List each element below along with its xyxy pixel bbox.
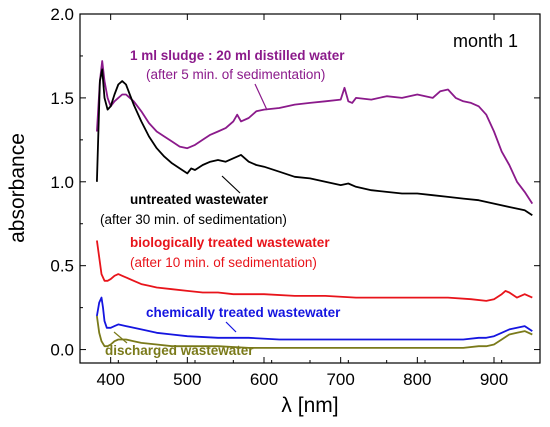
series-line-0 <box>96 60 534 205</box>
chart-title: month 1 <box>453 31 518 51</box>
series-line-1 <box>96 68 533 217</box>
x-tick-label-700: 700 <box>326 370 354 389</box>
pointer-line-2 <box>225 321 237 333</box>
x-tick-label-400: 400 <box>96 370 124 389</box>
pointer-line-3 <box>113 331 128 344</box>
x-tick-label-500: 500 <box>173 370 201 389</box>
series-line-2 <box>96 240 533 302</box>
y-tick-label-3: 1.5 <box>50 89 74 108</box>
annotation-untreated-line-2: (after 30 min. of sedimentation) <box>100 212 287 227</box>
x-tick-label-600: 600 <box>250 370 278 389</box>
x-tick-label-800: 800 <box>403 370 431 389</box>
annotation-sludge-line-2: (after 5 min. of sedimentation) <box>146 67 325 82</box>
series-line-3 <box>96 296 533 341</box>
y-tick-label-1: 0.5 <box>50 257 74 276</box>
data-series <box>96 60 534 349</box>
y-tick-label-2: 1.0 <box>50 173 74 192</box>
x-axis-title: λ [nm] <box>281 394 338 417</box>
x-tick-label-900: 900 <box>480 370 508 389</box>
annotation-biological-line-2: (after 10 min. of sedimentation) <box>130 255 317 270</box>
pointer-line-1 <box>221 175 241 194</box>
axis-ticks: 400 500 600 700 800 900 0.0 0.5 1.0 1.5 2.0 <box>50 5 540 389</box>
annotation-chemical: chemically treated wastewater <box>146 305 341 320</box>
y-tick-label-0: 0.0 <box>50 341 74 360</box>
y-tick-label-4: 2.0 <box>50 5 74 24</box>
annotation-discharged: discharged wastewater <box>105 343 254 358</box>
pointer-line-0 <box>254 83 268 111</box>
y-axis-title: absorbance <box>6 133 29 243</box>
series-line-4 <box>96 315 533 349</box>
annotation-pointers <box>113 83 268 344</box>
annotation-sludge-line-1: 1 ml sludge : 20 ml distilled water <box>130 48 345 63</box>
annotation-untreated-line-1: untreated wastewater <box>130 192 269 207</box>
annotation-biological-line-1: biologically treated wastewater <box>130 235 330 250</box>
